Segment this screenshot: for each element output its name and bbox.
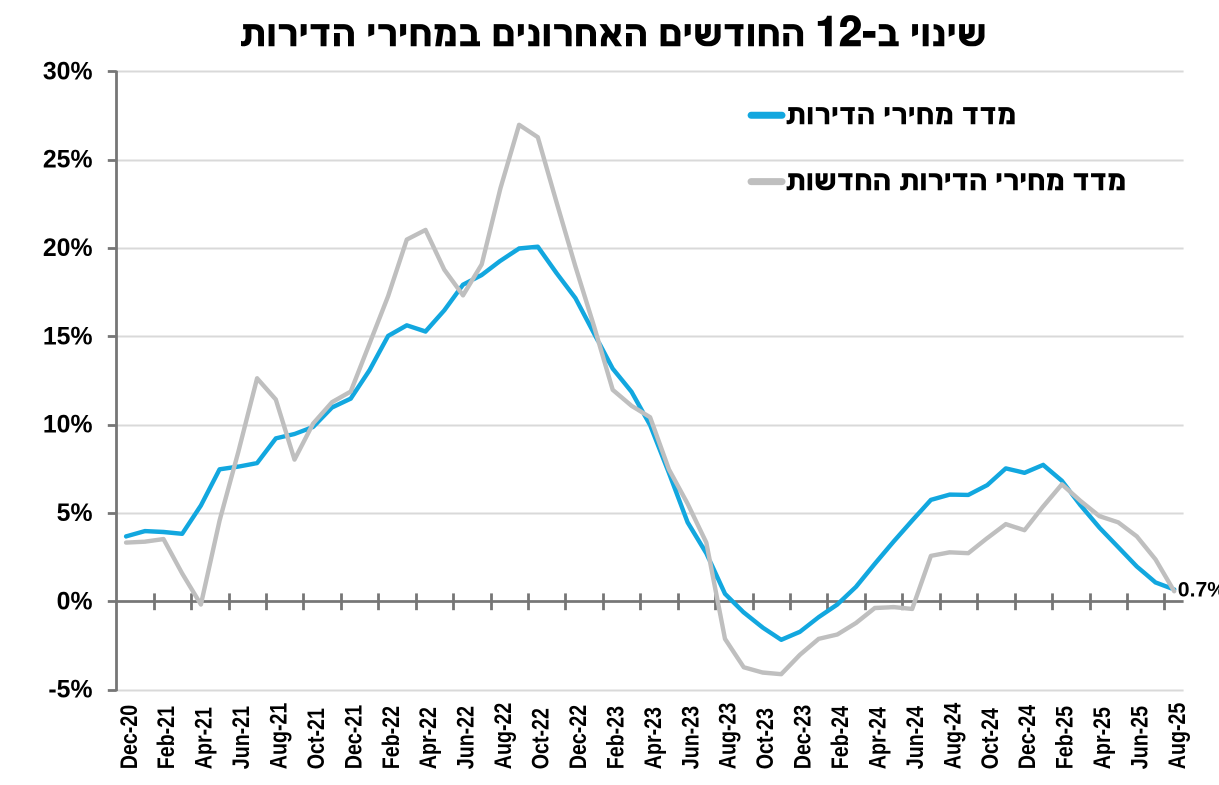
- svg-text:15%: 15%: [43, 323, 93, 350]
- svg-text:Apr-23: Apr-23: [639, 707, 667, 769]
- svg-text:10%: 10%: [43, 412, 93, 439]
- svg-text:Dec-20: Dec-20: [115, 705, 143, 769]
- svg-text:0%: 0%: [57, 588, 93, 615]
- svg-text:Jun-22: Jun-22: [452, 706, 480, 769]
- svg-text:Oct-22: Oct-22: [526, 708, 554, 769]
- svg-text:Aug-25: Aug-25: [1163, 703, 1191, 770]
- svg-text:Aug-21: Aug-21: [264, 703, 292, 770]
- svg-text:-5%: -5%: [48, 677, 92, 704]
- svg-text:Apr-24: Apr-24: [863, 706, 891, 769]
- svg-text:30%: 30%: [43, 58, 93, 85]
- svg-text:Feb-21: Feb-21: [152, 706, 180, 769]
- svg-text:Aug-22: Aug-22: [489, 703, 517, 770]
- svg-text:Apr-22: Apr-22: [414, 707, 442, 769]
- svg-text:Jun-21: Jun-21: [227, 706, 255, 769]
- svg-text:Oct-24: Oct-24: [976, 708, 1004, 770]
- svg-text:Dec-21: Dec-21: [339, 705, 367, 769]
- svg-text:Dec-23: Dec-23: [789, 705, 817, 769]
- svg-text:Dec-22: Dec-22: [564, 705, 592, 769]
- svg-text:Feb-22: Feb-22: [377, 706, 405, 769]
- svg-text:Feb-24: Feb-24: [826, 705, 854, 769]
- svg-text:5%: 5%: [57, 500, 93, 527]
- svg-text:Oct-21: Oct-21: [302, 708, 330, 769]
- svg-text:Oct-23: Oct-23: [751, 708, 779, 769]
- svg-text:Dec-24: Dec-24: [1013, 704, 1041, 769]
- svg-text:20%: 20%: [43, 235, 93, 262]
- svg-text:Aug-23: Aug-23: [714, 703, 742, 770]
- svg-text:Aug-24: Aug-24: [938, 702, 966, 769]
- svg-text:25%: 25%: [43, 147, 93, 174]
- svg-text:Feb-23: Feb-23: [601, 706, 629, 769]
- svg-text:Feb-25: Feb-25: [1051, 706, 1079, 769]
- svg-text:Jun-24: Jun-24: [901, 705, 929, 769]
- svg-text:Apr-21: Apr-21: [190, 707, 218, 769]
- svg-text:Jun-23: Jun-23: [676, 706, 704, 769]
- svg-text:Jun-25: Jun-25: [1125, 706, 1153, 769]
- svg-text:Apr-25: Apr-25: [1088, 707, 1116, 769]
- svg-text:0.7%: 0.7%: [1178, 579, 1219, 602]
